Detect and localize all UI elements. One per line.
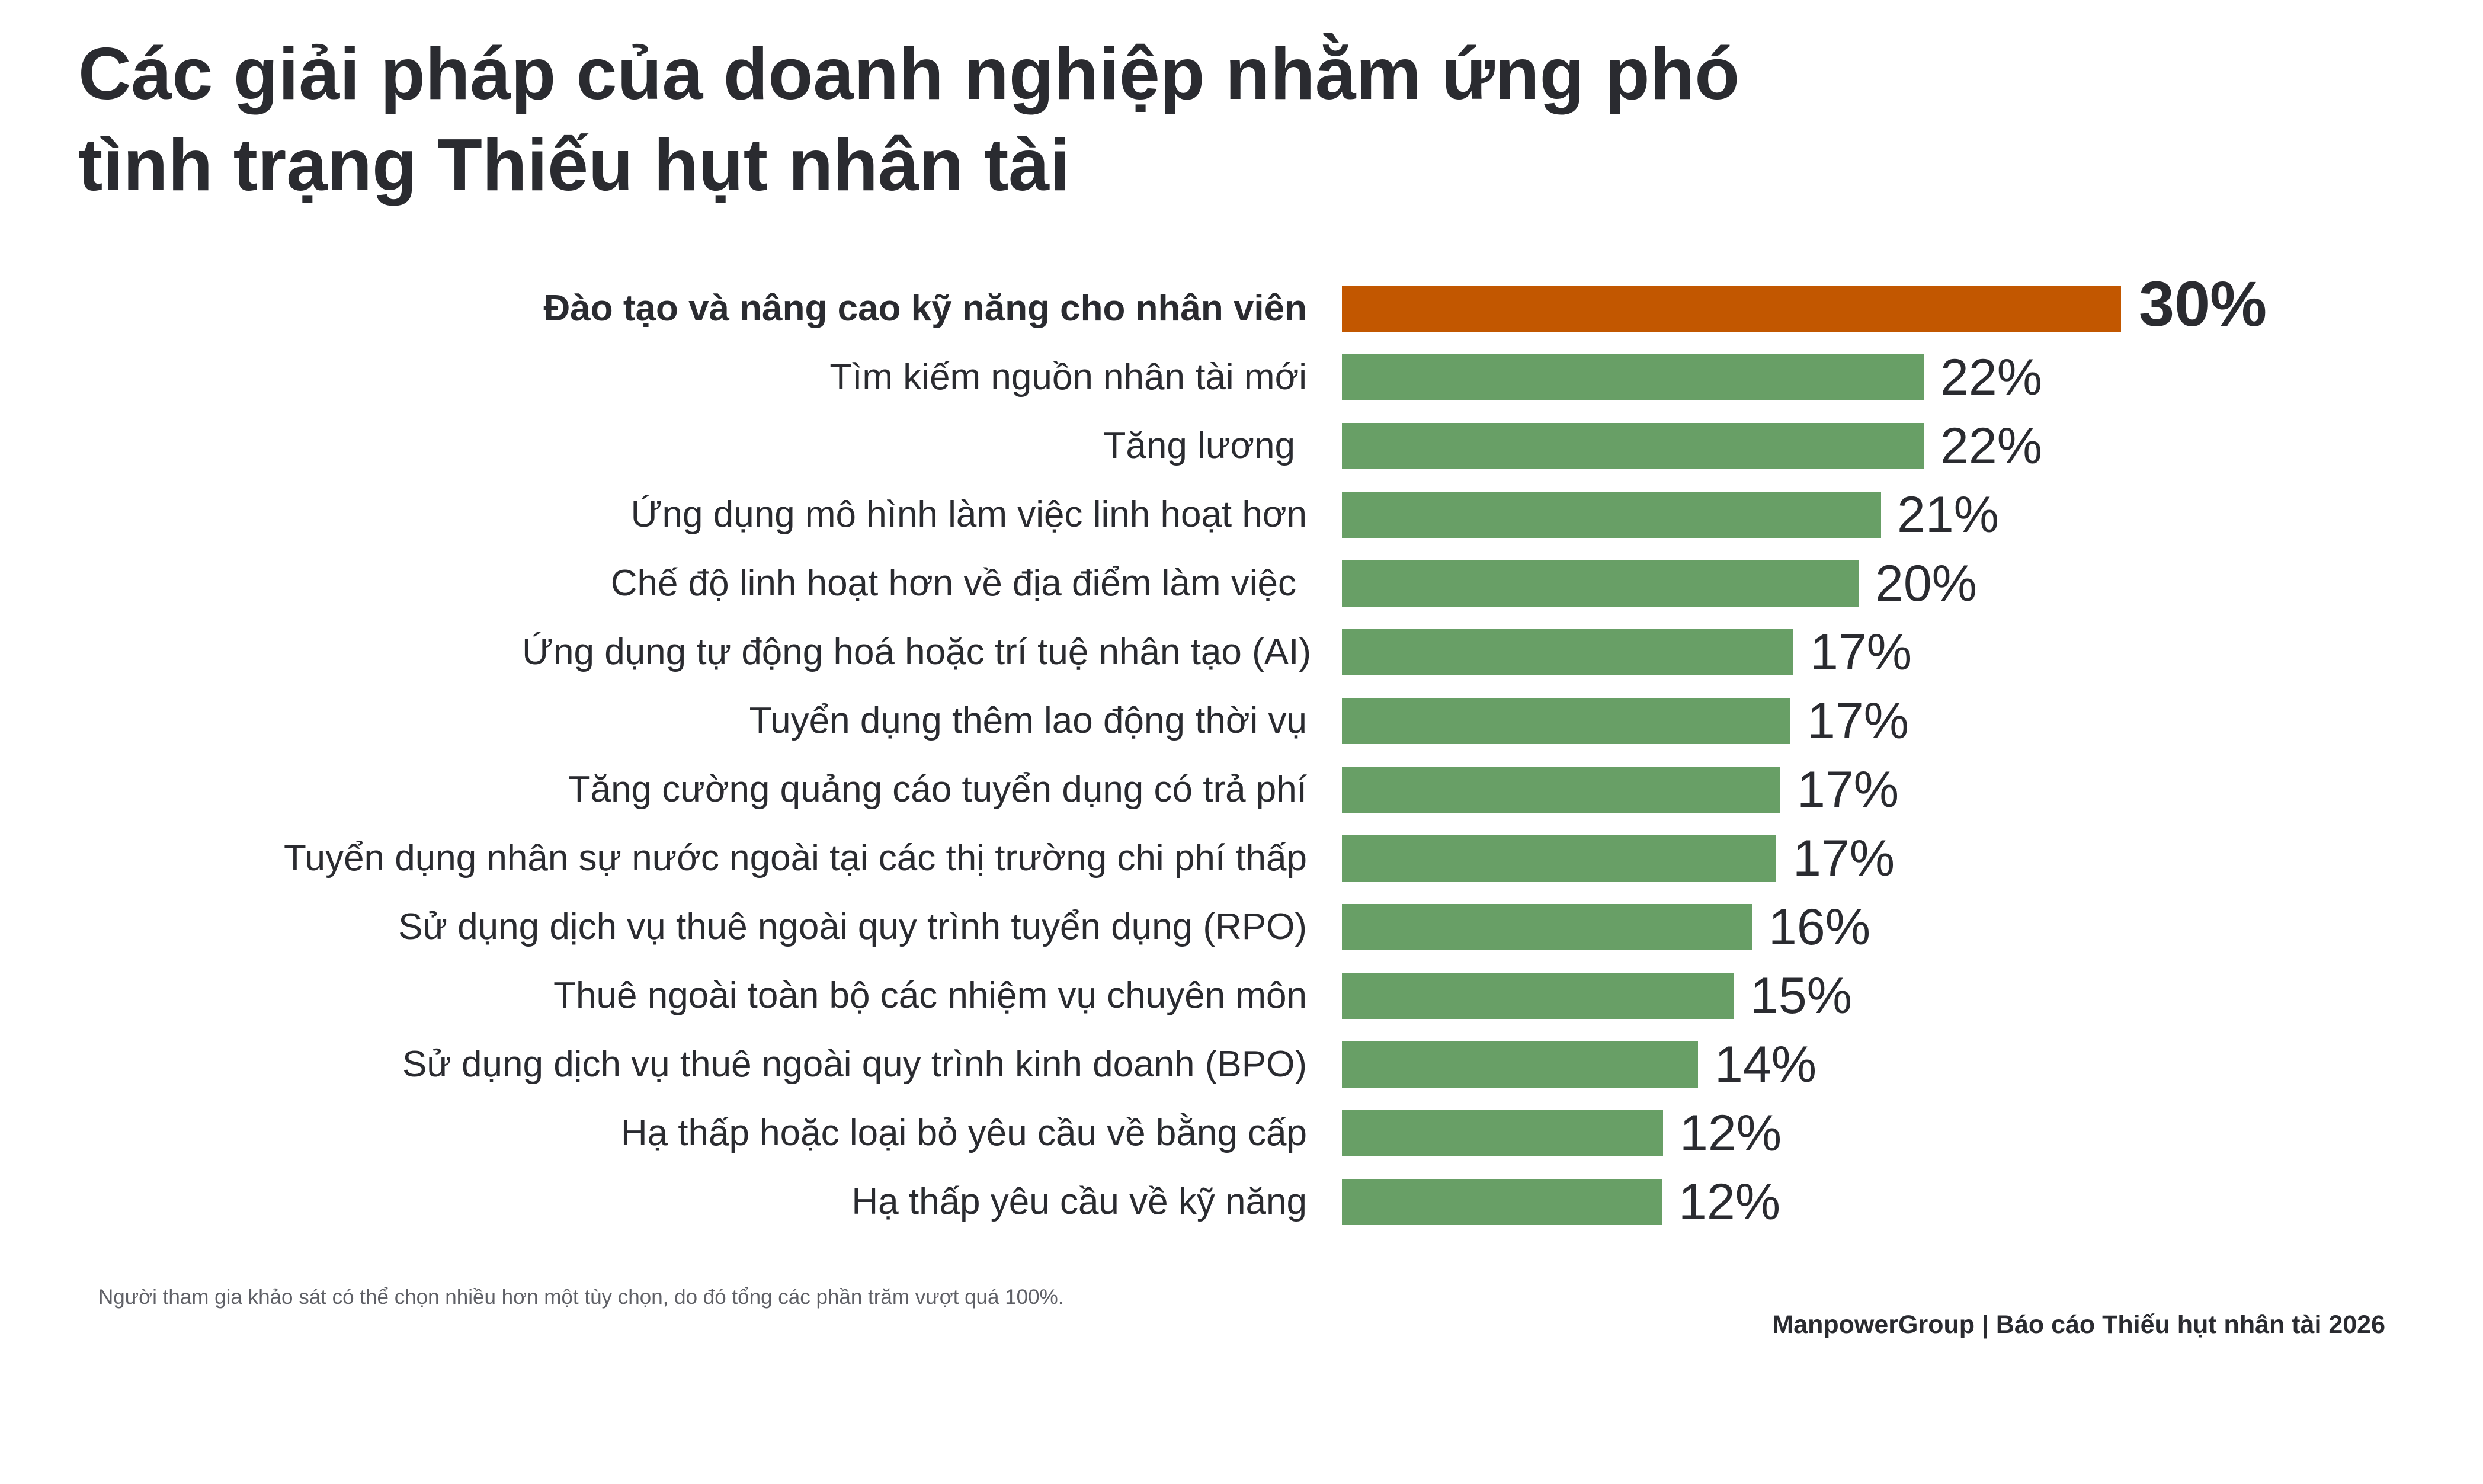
bar-row: Ứng dụng tự động hoá hoặc trí tuệ nhân t… [0, 626, 2483, 679]
bar-row: Sử dụng dịch vụ thuê ngoài quy trình tuy… [0, 900, 2483, 954]
bar-label: Chế độ linh hoạt hơn về địa điểm làm việ… [610, 563, 1296, 604]
bar-value: 12% [1680, 1105, 1782, 1162]
bar [1342, 1041, 1698, 1088]
bar-label: Ứng dụng mô hình làm việc linh hoạt hơn [630, 494, 1307, 535]
bar [1342, 492, 1881, 538]
bar-label: Ứng dụng tự động hoá hoặc trí tuệ nhân t… [522, 632, 1311, 672]
bar-label: Sử dụng dịch vụ thuê ngoài quy trình kin… [402, 1044, 1307, 1085]
bar-label: Tìm kiếm nguồn nhân tài mới [829, 357, 1307, 398]
source-credit: ManpowerGroup | Báo cáo Thiếu hụt nhân t… [1772, 1310, 2385, 1339]
bar [1342, 767, 1780, 813]
bar-value: 14% [1715, 1036, 1817, 1093]
bar-value: 22% [1940, 418, 2043, 475]
bar [1342, 698, 1790, 744]
bar [1342, 423, 1924, 469]
bar-label: Hạ thấp hoặc loại bỏ yêu cầu về bằng cấp [620, 1113, 1307, 1153]
bar-row: Tăng lương 22% [0, 419, 2483, 473]
bar [1342, 1110, 1663, 1156]
bar-value: 12% [1678, 1174, 1781, 1230]
bar-row: Tuyển dụng nhân sự nước ngoài tại các th… [0, 830, 2483, 887]
bar-row: Hạ thấp yêu cầu về kỹ năng 12% [0, 1175, 2483, 1229]
bar [1342, 629, 1793, 675]
bar-label: Tăng lương [1103, 425, 1295, 466]
bar-row: Đào tạo và nâng cao kỹ năng cho nhân viê… [0, 272, 2483, 336]
footnote: Người tham gia khảo sát có thể chọn nhiề… [98, 1286, 1064, 1309]
bar-row: Chế độ linh hoạt hơn về địa điểm làm việ… [0, 555, 2483, 612]
bar-row: Ứng dụng mô hình làm việc linh hoạt hơn … [0, 488, 2483, 541]
bar-value: 30% [2139, 268, 2267, 339]
bar-label: Thuê ngoài toàn bộ các nhiệm vụ chuyên m… [553, 975, 1307, 1016]
bar-label: Tuyển dụng nhân sự nước ngoài tại các th… [284, 838, 1307, 879]
bar-label: Sử dụng dịch vụ thuê ngoài quy trình tuy… [398, 906, 1307, 947]
bar-value: 21% [1897, 486, 2000, 543]
bar-value: 17% [1807, 693, 1909, 749]
bar-label: Đào tạo và nâng cao kỹ năng cho nhân viê… [543, 288, 1308, 329]
bar-row: Tăng cường quảng cáo tuyển dụng có trả p… [0, 763, 2483, 816]
chart-title: Các giải pháp của doanh nghiệp nhằm ứng … [78, 28, 2093, 211]
bar [1342, 973, 1734, 1019]
bar-row: Hạ thấp hoặc loại bỏ yêu cầu về bằng cấp… [0, 1107, 2483, 1160]
bar-row: Thuê ngoài toàn bộ các nhiệm vụ chuyên m… [0, 969, 2483, 1023]
bar [1342, 354, 1924, 400]
bar-value: 15% [1750, 967, 1853, 1024]
bar-label: Hạ thấp yêu cầu về kỹ năng [851, 1181, 1307, 1222]
chart-title-line-2: tình trạng Thiếu hụt nhân tài [78, 124, 1070, 206]
bar-value: 16% [1768, 899, 1871, 956]
bar [1342, 560, 1859, 607]
bar-value: 17% [1797, 761, 1899, 818]
bar [1342, 835, 1776, 882]
bar-label: Tuyển dụng thêm lao động thời vụ [749, 700, 1307, 741]
bar-value: 22% [1940, 349, 2043, 406]
chart-title-line-1: Các giải pháp của doanh nghiệp nhằm ứng … [78, 33, 1740, 115]
bar-row: Sử dụng dịch vụ thuê ngoài quy trình kin… [0, 1036, 2483, 1093]
bar-value: 17% [1810, 624, 1912, 681]
bar-row: Tuyển dụng thêm lao động thời vụ 17% [0, 694, 2483, 748]
bar-row: Tìm kiếm nguồn nhân tài mới 22% [0, 351, 2483, 404]
bar-value: 17% [1793, 830, 1895, 887]
bar-highlighted [1342, 286, 2121, 332]
bar [1342, 904, 1752, 950]
bar-label: Tăng cường quảng cáo tuyển dụng có trả p… [568, 769, 1307, 810]
bar-value: 20% [1875, 555, 1978, 612]
bar [1342, 1179, 1662, 1225]
